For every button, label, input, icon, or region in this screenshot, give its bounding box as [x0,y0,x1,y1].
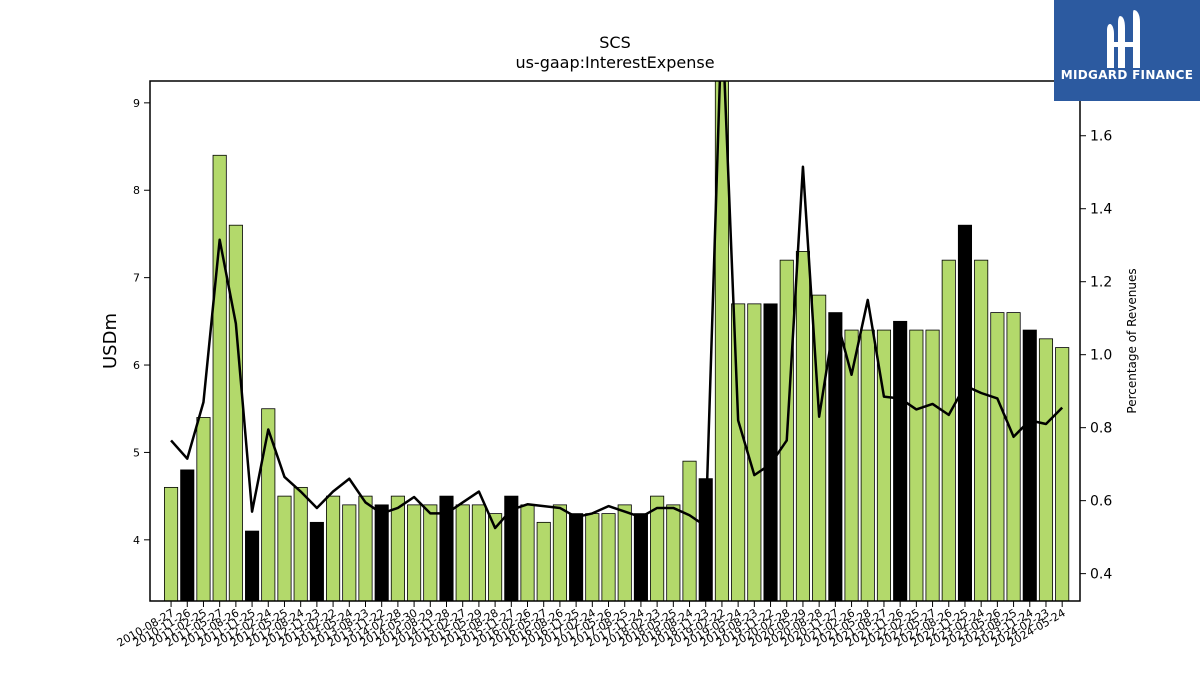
bar-2014-08-29 [423,504,438,601]
bar-2018-11-23 [698,478,713,601]
chart-title: SCS [599,33,630,52]
y2-tick-label: 1.6 [1090,129,1112,145]
y-tick-label: 5 [133,446,140,459]
bar-2016-11-25 [569,513,584,601]
logo-mark-icon [1107,10,1140,68]
bar-2011-05-27 [212,154,227,601]
bar-2024-02-23 [1038,338,1054,601]
y2-tick-label: 1.2 [1090,275,1112,291]
bar-2018-08-24 [682,460,697,601]
y-axis-label: USDm [100,313,121,369]
bar-2011-08-26 [228,224,243,601]
y-tick-label: 6 [133,359,140,372]
bars-layer [164,81,1070,601]
bar-2015-05-29 [471,504,486,601]
y-tick-label: 9 [133,97,140,110]
x-axis: 2010-08-272010-11-262011-02-252011-05-27… [115,601,1068,650]
bar-2023-05-26 [990,312,1005,601]
bar-2016-05-27 [536,521,551,601]
bar-2013-05-24 [342,504,357,601]
bar-2012-02-24 [261,408,276,601]
y2-tick-label: 1.0 [1090,348,1112,364]
bar-2021-11-26 [893,320,908,601]
bar-2014-11-28 [439,495,454,601]
midgard-finance-logo: MIDGARD FINANCE [1054,0,1200,101]
y2-tick-label: 0.4 [1090,567,1112,583]
bar-2014-05-30 [407,504,422,601]
logo-text: MIDGARD FINANCE [1060,68,1194,82]
bar-2019-02-22 [714,81,729,601]
left-axis: 4 5 6 7 8 9 [133,97,150,547]
bar-2017-11-24 [633,513,648,601]
bar-2024-05-24 [1055,347,1070,601]
bar-2023-02-24 [974,259,989,601]
bar-2011-11-25 [245,530,260,601]
y-tick-label: 8 [133,184,140,197]
bar-2022-05-27 [925,329,940,601]
bar-2014-02-28 [390,495,405,601]
y-tick-label: 4 [133,534,140,547]
bar-2012-05-25 [277,495,292,601]
chart-subtitle: us-gaap:InterestExpense [515,53,714,72]
bar-2020-11-27 [828,312,843,601]
bar-2023-08-25 [1006,312,1021,601]
y2-tick-label: 1.4 [1090,202,1112,218]
right-axis: 0.4 0.6 0.8 1.0 1.2 1.4 1.6 [1080,129,1112,583]
y2-tick-label: 0.6 [1090,494,1112,510]
bar-2020-05-29 [795,251,810,601]
bar-2011-02-25 [196,417,211,601]
bar-2013-08-23 [358,495,373,601]
bar-2023-11-24 [1022,329,1037,601]
bar-2010-11-26 [180,469,195,601]
y2-tick-label: 0.8 [1090,421,1112,437]
bar-2017-02-24 [585,513,600,601]
bar-2021-02-26 [844,329,859,601]
bar-2017-05-26 [601,513,616,601]
bar-2013-02-22 [326,495,341,601]
bar-2022-08-26 [941,259,956,601]
bar-2021-05-28 [860,329,875,601]
bar-2017-08-25 [617,504,632,601]
bar-2012-11-23 [309,521,324,601]
bar-2019-05-24 [731,303,746,601]
y2-axis-label: Percentage of Revenues [1125,268,1139,413]
bar-2019-11-22 [763,303,778,601]
bar-2012-08-24 [293,486,308,601]
line-layer [170,81,1064,530]
bar-2022-11-25 [957,224,973,601]
bar-2015-08-28 [488,513,503,601]
bar-2022-02-25 [909,329,924,601]
bar-2016-08-26 [552,504,567,601]
bar-2015-11-27 [504,495,519,601]
bar-2010-08-27 [164,486,179,601]
bar-2019-08-23 [747,303,762,601]
plot-frame [149,80,1081,602]
bar-2013-11-22 [374,504,389,601]
y-tick-label: 7 [133,272,140,285]
bar-2016-02-26 [520,504,535,601]
ratio-line [170,81,1064,530]
bar-2018-05-25 [666,504,681,601]
bar-2015-02-27 [455,504,470,601]
